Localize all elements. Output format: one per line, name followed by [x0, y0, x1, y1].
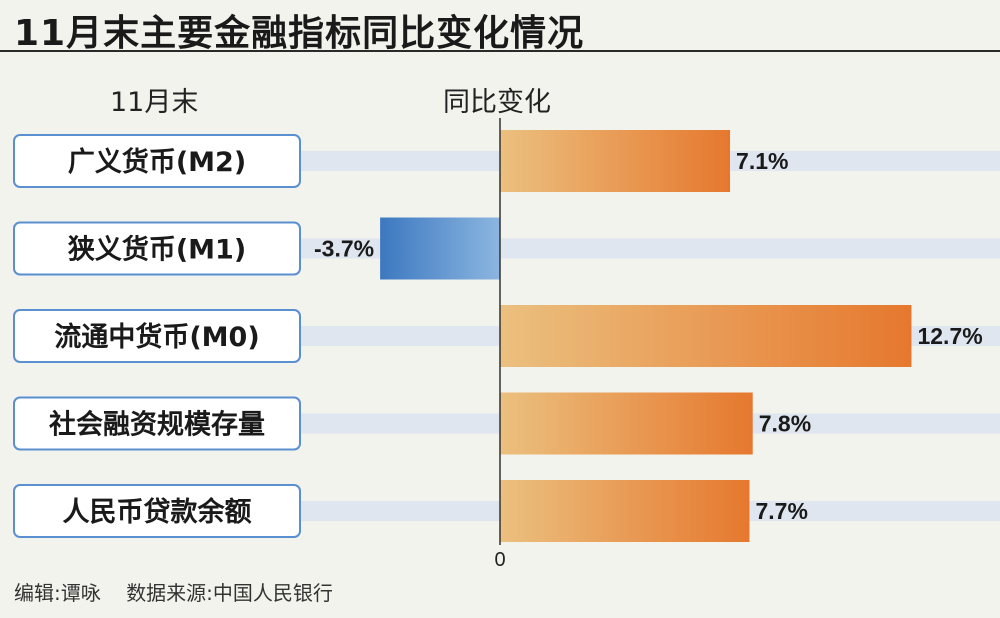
- category-label: 流通中货币(M0): [54, 321, 259, 353]
- right-column-header: 同比变化: [443, 87, 551, 118]
- category-label: 人民币贷款余额: [63, 496, 252, 528]
- category-label: 社会融资规模存量: [49, 409, 265, 441]
- bar-1: [380, 217, 500, 280]
- zero-tick-label: 0: [494, 549, 505, 571]
- left-column-header: 11月末: [110, 87, 199, 118]
- category-box: [13, 309, 301, 363]
- bar-3: [500, 392, 753, 455]
- value-label: 7.8%: [759, 411, 811, 437]
- bar-0: [500, 130, 731, 192]
- category-box: [13, 484, 301, 538]
- bar-4: [500, 480, 750, 542]
- category-box: [13, 134, 301, 188]
- value-label: -3.7%: [314, 236, 374, 262]
- value-label: 12.7%: [917, 323, 982, 349]
- footer: 编辑:谭咏 数据来源:中国人民银行: [14, 577, 333, 606]
- category-box: [13, 396, 301, 451]
- category-box: [13, 221, 301, 276]
- value-label: 7.1%: [736, 148, 788, 174]
- category-label: 广义货币(M2): [68, 146, 246, 178]
- title-divider: [0, 50, 1000, 52]
- data-source: 数据来源:中国人民银行: [126, 581, 333, 605]
- bar-2: [500, 305, 912, 367]
- editor-credit: 编辑:谭咏: [14, 581, 101, 605]
- chart-title: 11月末主要金融指标同比变化情况: [14, 13, 585, 54]
- value-label: 7.7%: [755, 498, 807, 524]
- category-label: 狭义货币(M1): [67, 234, 246, 266]
